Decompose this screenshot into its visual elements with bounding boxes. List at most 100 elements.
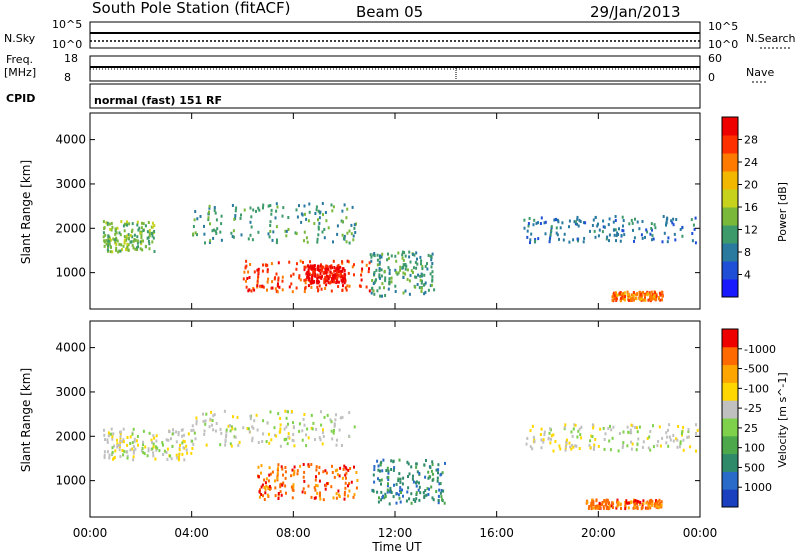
scatter-cell: [115, 246, 118, 250]
scatter-cell: [395, 259, 398, 263]
scatter-cell: [277, 468, 279, 472]
scatter-cell: [291, 496, 294, 500]
scatter-cell: [310, 463, 313, 466]
scatter-cell: [317, 233, 320, 237]
scatter-cell: [234, 427, 237, 431]
scatter-cell: [613, 294, 616, 297]
scatter-cell: [665, 431, 668, 435]
scatter-cell: [111, 435, 114, 439]
scatter-cell: [248, 276, 251, 279]
scatter-cell: [616, 500, 618, 504]
scatter-cell: [292, 272, 295, 276]
scatter-cell: [596, 224, 599, 228]
scatter-cell: [338, 474, 341, 478]
nave-tick-top: 60: [708, 52, 722, 65]
scatter-cell: [292, 483, 295, 487]
scatter-cell: [108, 242, 111, 246]
scatter-cell: [558, 444, 561, 448]
scatter-cell: [326, 278, 329, 282]
scatter-cell: [387, 256, 390, 260]
scatter-cell: [262, 263, 264, 267]
scatter-cell: [128, 236, 130, 240]
scatter-cell: [623, 298, 626, 302]
scatter-cell: [394, 268, 397, 272]
scatter-cell: [273, 426, 276, 430]
scatter-cell: [282, 206, 285, 210]
scatter-cell: [636, 505, 639, 509]
scatter-cell: [572, 445, 575, 449]
scatter-cell: [193, 218, 196, 222]
scatter-cell: [678, 445, 681, 449]
scatter-cell: [280, 493, 283, 497]
scatter-cell: [611, 298, 614, 302]
scatter-cell: [373, 480, 376, 484]
scatter-cell: [269, 229, 272, 233]
scatter-cell: [533, 218, 536, 222]
scatter-cell: [277, 497, 280, 500]
scatter-cell: [303, 423, 306, 427]
scatter-cell: [624, 507, 627, 511]
scatter-cell: [401, 488, 403, 492]
scatter-cell: [621, 297, 624, 301]
scatter-cell: [595, 498, 598, 502]
scatter-cell: [345, 471, 348, 475]
scatter-cell: [658, 498, 661, 502]
scatter-cell: [270, 262, 273, 266]
scatter-cell: [602, 506, 605, 510]
scatter-cell: [303, 239, 305, 243]
scatter-cell: [196, 217, 199, 221]
scatter-cell: [380, 460, 383, 464]
scatter-cell: [234, 214, 237, 217]
scatter-cell: [317, 209, 320, 213]
scatter-cell: [295, 286, 298, 290]
x-tick-label: 16:00: [479, 526, 514, 540]
scatter-cell: [399, 477, 402, 481]
scatter-cell: [388, 282, 391, 286]
scatter-cell: [352, 238, 355, 242]
cpid-label: CPID: [6, 92, 35, 105]
scatter-cell: [619, 239, 622, 243]
scatter-cell: [624, 501, 627, 504]
scatter-cell: [177, 431, 180, 434]
scatter-cell: [148, 242, 151, 246]
power-frame: [89, 112, 701, 310]
scatter-cell: [309, 266, 312, 270]
scatter-cell: [618, 227, 620, 231]
scatter-cell: [314, 483, 317, 487]
scatter-cell: [333, 276, 336, 280]
scatter-cell: [582, 221, 585, 225]
scatter-cell: [355, 486, 358, 490]
scatter-cell: [649, 232, 652, 236]
scatter-cell: [543, 433, 546, 437]
scatter-cell: [293, 469, 296, 473]
scatter-cell: [614, 219, 617, 222]
scatter-cell: [343, 464, 346, 468]
scatter-cell: [588, 443, 591, 447]
scatter-cell: [315, 475, 317, 479]
scatter-cell: [523, 218, 526, 222]
scatter-cell: [637, 437, 640, 441]
scatter-cell: [176, 456, 179, 460]
scatter-cell: [308, 465, 311, 468]
scatter-cell: [598, 228, 601, 232]
scatter-cell: [126, 245, 129, 249]
scatter-cell: [418, 471, 421, 475]
scatter-cell: [642, 499, 645, 503]
scatter-cell: [240, 233, 243, 237]
scatter-cell: [576, 237, 579, 241]
scatter-cell: [592, 502, 595, 506]
scatter-cell: [307, 265, 310, 269]
scatter-cell: [316, 491, 319, 495]
scatter-cell: [371, 279, 374, 282]
scatter-cell: [318, 465, 321, 469]
scatter-cell: [271, 280, 274, 284]
date-label: 29/Jan/2013: [590, 3, 681, 21]
scatter-cell: [378, 269, 381, 273]
scatter-cell: [549, 236, 552, 240]
scatter-cell: [377, 468, 380, 472]
scatter-cell: [321, 202, 324, 205]
scatter-cell: [126, 456, 129, 460]
scatter-cell: [302, 475, 305, 479]
scatter-cell: [607, 500, 610, 504]
scatter-cell: [651, 228, 653, 232]
